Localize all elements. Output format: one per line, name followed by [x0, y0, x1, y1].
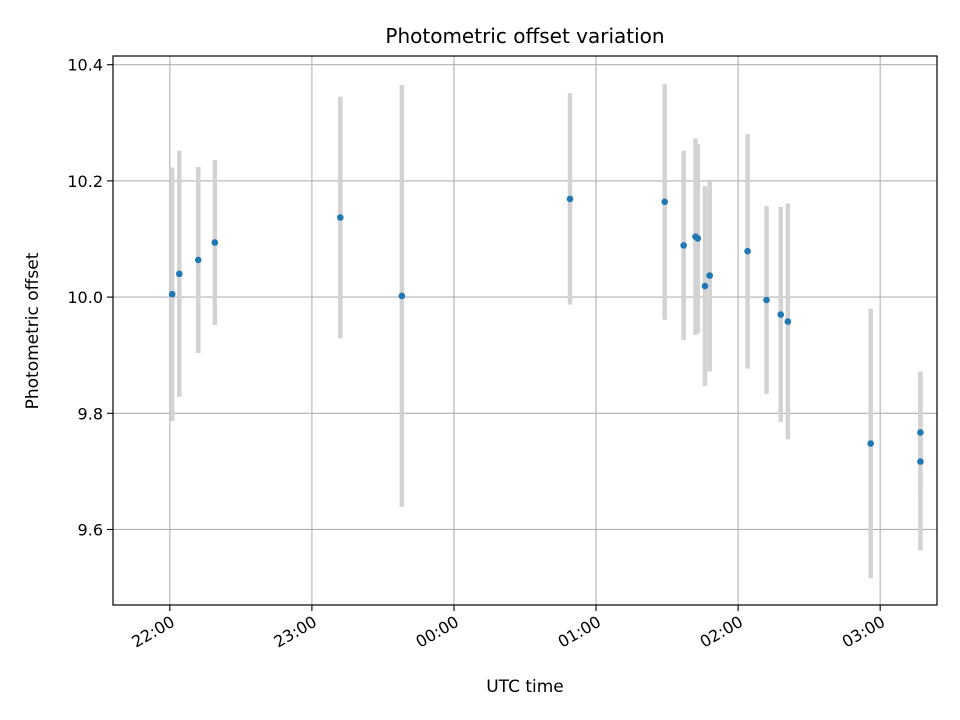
y-tick-label: 9.6 — [78, 520, 103, 539]
data-point — [175, 270, 183, 278]
data-points — [168, 195, 924, 465]
data-point — [706, 272, 713, 279]
data-point — [398, 292, 406, 300]
data-point — [784, 318, 792, 325]
y-tick-label: 9.8 — [78, 404, 103, 423]
y-axis-label: Photometric offset — [23, 252, 43, 409]
data-point — [566, 195, 574, 203]
x-axis-label: UTC time — [486, 677, 564, 697]
data-point — [867, 440, 875, 447]
data-point — [744, 247, 751, 255]
data-point — [680, 242, 687, 249]
grid — [113, 56, 937, 605]
data-point — [701, 282, 709, 290]
data-point — [694, 235, 702, 242]
chart-title: Photometric offset variation — [385, 24, 664, 48]
data-point — [211, 239, 219, 246]
y-tick-label: 10.0 — [67, 288, 103, 307]
y-tick-label: 10.4 — [67, 56, 103, 75]
data-point — [917, 458, 924, 465]
data-point — [777, 311, 785, 318]
data-point — [661, 198, 669, 206]
data-point — [168, 290, 176, 298]
data-point — [917, 429, 924, 436]
data-point — [194, 256, 202, 264]
plot-frame — [112, 55, 938, 606]
data-point — [337, 214, 344, 221]
y-axis-ticks: 9.6 9.8 10.0 10.2 10.4 — [67, 56, 113, 539]
data-point — [763, 296, 770, 304]
y-tick-label: 10.2 — [67, 172, 103, 191]
